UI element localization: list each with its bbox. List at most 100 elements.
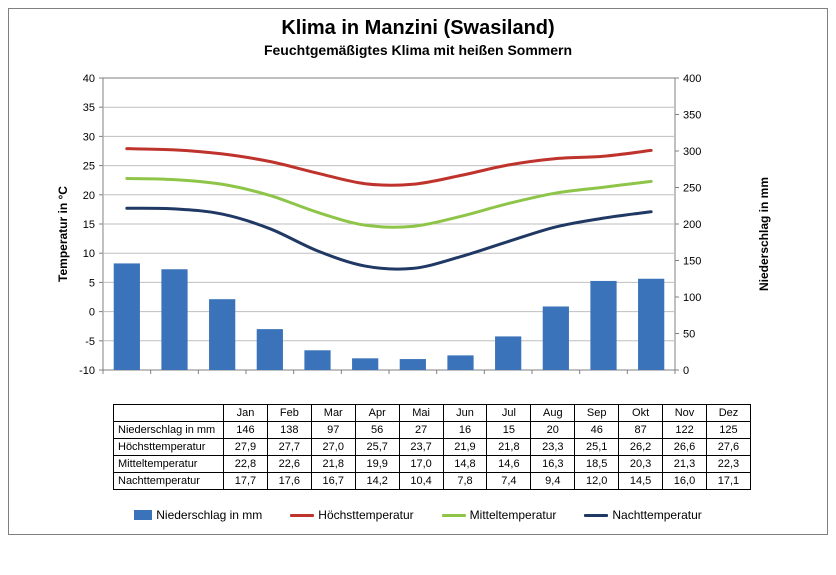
svg-text:5: 5 bbox=[89, 277, 95, 289]
legend-line-swatch bbox=[442, 514, 466, 517]
cell: 17,1 bbox=[706, 473, 750, 490]
cell: 7,8 bbox=[443, 473, 487, 490]
cell: 14,5 bbox=[619, 473, 663, 490]
svg-text:300: 300 bbox=[683, 146, 701, 158]
svg-text:25: 25 bbox=[83, 161, 95, 173]
month-header: Jan bbox=[224, 405, 268, 422]
cell: 21,3 bbox=[663, 456, 707, 473]
month-header: Jul bbox=[487, 405, 531, 422]
legend-item: Höchsttemperatur bbox=[290, 508, 413, 522]
cell: 16,0 bbox=[663, 473, 707, 490]
line-hoechst bbox=[127, 149, 651, 186]
legend-item: Nachttemperatur bbox=[584, 508, 701, 522]
cell: 21,8 bbox=[311, 456, 355, 473]
cell: 14,8 bbox=[443, 456, 487, 473]
month-header: Aug bbox=[531, 405, 575, 422]
cell: 46 bbox=[575, 422, 619, 439]
cell: 14,2 bbox=[355, 473, 399, 490]
plot-area: Temperatur in °C Niederschlag in mm -10-… bbox=[19, 64, 817, 404]
month-header: Nov bbox=[663, 405, 707, 422]
legend-bar-swatch bbox=[134, 510, 152, 520]
cell: 27,6 bbox=[706, 439, 750, 456]
chart-title: Klima in Manzini (Swasiland) bbox=[9, 9, 827, 40]
row-label: Mitteltemperatur bbox=[114, 456, 224, 473]
bar bbox=[495, 336, 521, 370]
month-header: Feb bbox=[267, 405, 311, 422]
cell: 22,6 bbox=[267, 456, 311, 473]
climate-chart: Klima in Manzini (Swasiland) Feuchtgemäß… bbox=[8, 8, 828, 535]
bar bbox=[638, 279, 664, 370]
bar bbox=[400, 359, 426, 370]
legend-line-swatch bbox=[290, 514, 314, 517]
plot-svg: -10-505101520253035400501001502002503003… bbox=[69, 74, 769, 394]
row-label: Nachttemperatur bbox=[114, 473, 224, 490]
svg-text:0: 0 bbox=[89, 307, 95, 319]
bar bbox=[257, 329, 283, 370]
cell: 23,7 bbox=[399, 439, 443, 456]
cell: 19,9 bbox=[355, 456, 399, 473]
cell: 21,8 bbox=[487, 439, 531, 456]
legend-item: Mitteltemperatur bbox=[442, 508, 557, 522]
cell: 21,9 bbox=[443, 439, 487, 456]
data-table: JanFebMarAprMaiJunJulAugSepOktNovDez Nied… bbox=[113, 404, 751, 490]
cell: 22,3 bbox=[706, 456, 750, 473]
svg-text:10: 10 bbox=[83, 248, 95, 260]
month-header: Sep bbox=[575, 405, 619, 422]
chart-subtitle: Feuchtgemäßigtes Klima mit heißen Sommer… bbox=[9, 40, 827, 64]
cell: 27 bbox=[399, 422, 443, 439]
cell: 27,9 bbox=[224, 439, 268, 456]
cell: 17,0 bbox=[399, 456, 443, 473]
bar bbox=[209, 299, 235, 370]
bar bbox=[447, 355, 473, 370]
cell: 25,7 bbox=[355, 439, 399, 456]
cell: 17,7 bbox=[224, 473, 268, 490]
svg-text:100: 100 bbox=[683, 292, 701, 304]
cell: 23,3 bbox=[531, 439, 575, 456]
svg-text:35: 35 bbox=[83, 102, 95, 114]
cell: 25,1 bbox=[575, 439, 619, 456]
cell: 20,3 bbox=[619, 456, 663, 473]
cell: 27,7 bbox=[267, 439, 311, 456]
cell: 22,8 bbox=[224, 456, 268, 473]
bar bbox=[161, 269, 187, 370]
cell: 18,5 bbox=[575, 456, 619, 473]
svg-text:-10: -10 bbox=[79, 365, 95, 377]
cell: 26,2 bbox=[619, 439, 663, 456]
svg-text:15: 15 bbox=[83, 219, 95, 231]
cell: 56 bbox=[355, 422, 399, 439]
svg-text:150: 150 bbox=[683, 256, 701, 268]
svg-text:400: 400 bbox=[683, 74, 701, 85]
cell: 7,4 bbox=[487, 473, 531, 490]
cell: 10,4 bbox=[399, 473, 443, 490]
cell: 26,6 bbox=[663, 439, 707, 456]
month-header: Dez bbox=[706, 405, 750, 422]
legend-label: Höchsttemperatur bbox=[318, 508, 413, 522]
cell: 16,7 bbox=[311, 473, 355, 490]
cell: 12,0 bbox=[575, 473, 619, 490]
cell: 16,3 bbox=[531, 456, 575, 473]
legend: Niederschlag in mm Höchsttemperatur Mittel… bbox=[9, 498, 827, 534]
cell: 15 bbox=[487, 422, 531, 439]
legend-label: Mitteltemperatur bbox=[470, 508, 557, 522]
month-header: Okt bbox=[619, 405, 663, 422]
row-label: Niederschlag in mm bbox=[114, 422, 224, 439]
table-corner bbox=[114, 405, 224, 422]
month-header: Mar bbox=[311, 405, 355, 422]
svg-text:20: 20 bbox=[83, 190, 95, 202]
svg-text:40: 40 bbox=[83, 74, 95, 85]
month-header: Mai bbox=[399, 405, 443, 422]
legend-label: Niederschlag in mm bbox=[156, 508, 262, 522]
cell: 14,6 bbox=[487, 456, 531, 473]
month-header: Apr bbox=[355, 405, 399, 422]
bar bbox=[304, 350, 330, 370]
bar bbox=[352, 358, 378, 370]
bar bbox=[114, 263, 140, 370]
cell: 138 bbox=[267, 422, 311, 439]
bar bbox=[590, 281, 616, 370]
cell: 16 bbox=[443, 422, 487, 439]
line-nacht bbox=[127, 208, 651, 269]
svg-text:250: 250 bbox=[683, 183, 701, 195]
legend-label: Nachttemperatur bbox=[612, 508, 701, 522]
svg-text:200: 200 bbox=[683, 219, 701, 231]
month-header: Jun bbox=[443, 405, 487, 422]
